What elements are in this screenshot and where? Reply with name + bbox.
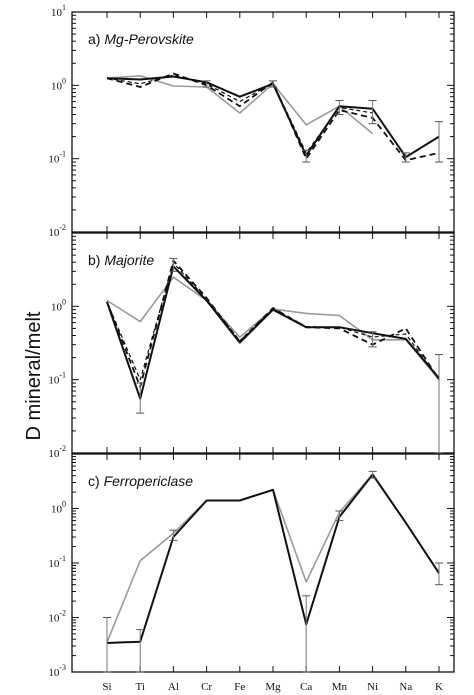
y-tick-label: 101 bbox=[51, 3, 66, 19]
series-line-solid-majorite bbox=[106, 265, 440, 400]
x-tick-label: Ca bbox=[300, 681, 312, 693]
x-tick-label: Na bbox=[399, 681, 412, 693]
y-tick-label: 10-2 bbox=[48, 223, 66, 239]
y-tick-label: 10-3 bbox=[48, 663, 66, 679]
panel-frame-majorite bbox=[71, 232, 455, 454]
series-line-dashed-majorite bbox=[106, 259, 440, 388]
y-tick-label: 100 bbox=[51, 76, 66, 92]
y-tick-label: 100 bbox=[51, 500, 66, 516]
y-tick-label: 10-2 bbox=[48, 609, 66, 625]
x-tick-label: K bbox=[435, 681, 443, 693]
x-tick-label: Fe bbox=[234, 681, 245, 693]
series-line-dashed-thin-majorite bbox=[106, 262, 440, 381]
y-tick-label: 10-2 bbox=[48, 444, 66, 460]
y-tick-label: 10-1 bbox=[48, 150, 66, 166]
panel-title-ferropericlase: c) Ferropericlase bbox=[88, 473, 193, 489]
x-tick-label: Cr bbox=[201, 681, 212, 693]
panel-frame-perovskite bbox=[71, 11, 455, 233]
x-tick-label: Al bbox=[168, 681, 179, 693]
y-tick-label: 10-1 bbox=[48, 554, 66, 570]
series-line-solid-perovskite bbox=[106, 75, 440, 159]
panel-title-perovskite: a) Mg-Perovskite bbox=[88, 31, 194, 47]
series-line-dashed-thin-perovskite bbox=[106, 74, 373, 154]
x-tick-label: Ni bbox=[367, 681, 378, 693]
panel-title-majorite: b) Majorite bbox=[88, 252, 154, 268]
x-tick-label: Si bbox=[102, 681, 111, 693]
x-tick-label: Ti bbox=[136, 681, 145, 693]
series-line-solid-ferropericlase bbox=[106, 473, 440, 644]
y-axis-label: D mineral/melt bbox=[23, 311, 45, 440]
x-tick-label: Mn bbox=[332, 681, 348, 693]
x-tick-label: Mg bbox=[265, 681, 281, 693]
y-tick-label: 100 bbox=[51, 297, 66, 313]
y-tick-label: 10-1 bbox=[48, 371, 66, 387]
